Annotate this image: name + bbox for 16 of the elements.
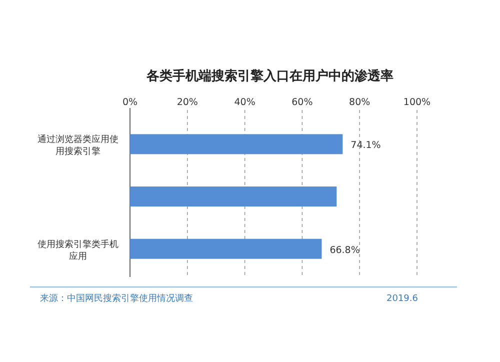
source-note: 来源：中国网民搜索引擎使用情况调查 <box>40 293 193 304</box>
data-label: 66.8% <box>330 244 360 256</box>
text: 2019.6 <box>386 294 418 304</box>
bar <box>130 186 337 206</box>
x-tick-label: 60% <box>292 97 313 108</box>
x-tick-label: 100% <box>403 97 431 108</box>
y-tick-label: 通过浏览器类应用使用搜索引擎 <box>38 134 118 158</box>
bar <box>130 134 343 154</box>
x-tick-label: 40% <box>234 97 256 108</box>
data-label: 74.1% <box>350 140 381 152</box>
x-tick-label: 20% <box>176 97 198 108</box>
x-tick-label: 80% <box>349 97 370 108</box>
chart-title: 各类手机端搜索引擎入口在用户中的渗透率 <box>146 68 394 84</box>
bar <box>130 238 322 259</box>
x-tick-label: 0% <box>122 97 138 108</box>
y-tick-label: 使用搜索引擎类手机应用 <box>38 238 118 262</box>
